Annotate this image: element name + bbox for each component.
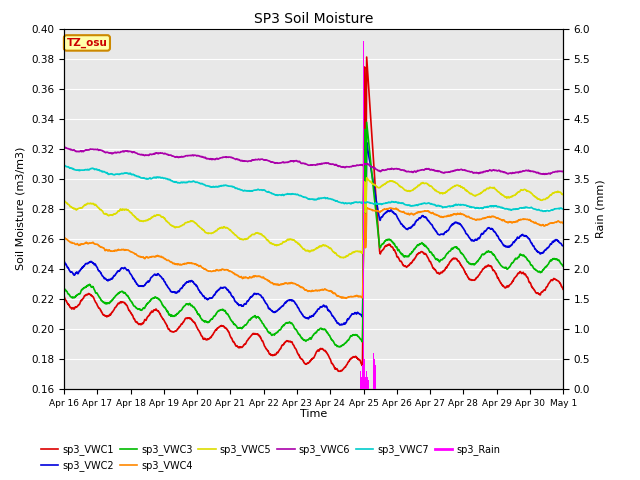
sp3_VWC6: [61, 144, 69, 150]
Y-axis label: Soil Moisture (m3/m3): Soil Moisture (m3/m3): [15, 147, 26, 271]
sp3_VWC4: [559, 220, 567, 226]
sp3_VWC4: [60, 234, 68, 240]
sp3_VWC3: [60, 285, 68, 291]
sp3_VWC7: [540, 208, 547, 214]
sp3_VWC1: [363, 54, 371, 60]
sp3_VWC7: [328, 196, 335, 202]
sp3_VWC2: [60, 259, 68, 264]
sp3_VWC5: [60, 198, 68, 204]
Line: sp3_VWC6: sp3_VWC6: [64, 147, 563, 174]
sp3_VWC4: [459, 211, 467, 217]
Line: sp3_VWC7: sp3_VWC7: [64, 165, 563, 211]
sp3_VWC3: [529, 264, 537, 270]
sp3_VWC3: [199, 318, 207, 324]
Text: TZ_osu: TZ_osu: [67, 38, 108, 48]
sp3_VWC4: [199, 265, 207, 271]
sp3_VWC6: [559, 168, 567, 174]
sp3_VWC6: [200, 155, 207, 160]
sp3_VWC5: [459, 185, 467, 191]
sp3_VWC6: [328, 161, 335, 167]
sp3_VWC3: [516, 253, 524, 259]
Bar: [360, 371, 361, 389]
sp3_VWC6: [339, 164, 346, 170]
sp3_VWC7: [559, 206, 567, 212]
sp3_VWC1: [328, 360, 335, 366]
Bar: [363, 41, 364, 389]
sp3_VWC4: [516, 217, 524, 223]
sp3_VWC6: [515, 169, 523, 175]
Bar: [364, 359, 365, 389]
sp3_VWC5: [363, 175, 371, 180]
sp3_VWC1: [60, 294, 68, 300]
sp3_VWC3: [328, 336, 335, 342]
X-axis label: Time: Time: [300, 409, 327, 419]
sp3_VWC5: [339, 254, 346, 260]
sp3_VWC2: [529, 243, 537, 249]
sp3_VWC6: [529, 168, 537, 174]
sp3_VWC5: [516, 189, 524, 195]
sp3_VWC7: [515, 205, 523, 211]
sp3_VWC2: [339, 322, 346, 327]
Bar: [368, 380, 369, 389]
sp3_VWC1: [199, 336, 207, 342]
Bar: [365, 377, 366, 389]
sp3_VWC2: [363, 140, 371, 145]
sp3_VWC7: [339, 200, 346, 205]
sp3_VWC4: [342, 296, 350, 301]
sp3_VWC4: [328, 288, 335, 294]
Line: sp3_VWC1: sp3_VWC1: [64, 57, 563, 372]
sp3_VWC2: [559, 243, 567, 249]
sp3_VWC5: [199, 227, 207, 233]
sp3_VWC3: [459, 252, 467, 257]
sp3_VWC7: [529, 206, 537, 212]
Bar: [364, 371, 365, 389]
sp3_VWC6: [458, 167, 466, 173]
Line: sp3_VWC4: sp3_VWC4: [64, 208, 563, 299]
Legend: sp3_VWC1, sp3_VWC2, sp3_VWC3, sp3_VWC4, sp3_VWC5, sp3_VWC6, sp3_VWC7, sp3_Rain: sp3_VWC1, sp3_VWC2, sp3_VWC3, sp3_VWC4, …: [37, 441, 504, 475]
sp3_VWC4: [339, 295, 346, 300]
sp3_VWC2: [199, 293, 207, 299]
sp3_VWC1: [459, 264, 467, 270]
sp3_VWC5: [340, 255, 348, 261]
sp3_VWC3: [363, 120, 371, 125]
sp3_VWC2: [337, 322, 344, 328]
sp3_VWC4: [529, 219, 537, 225]
sp3_VWC5: [328, 246, 335, 252]
sp3_VWC7: [60, 162, 68, 168]
Line: sp3_VWC3: sp3_VWC3: [64, 122, 563, 347]
sp3_VWC2: [516, 234, 524, 240]
sp3_VWC7: [199, 181, 207, 187]
sp3_VWC5: [529, 193, 537, 199]
sp3_VWC5: [559, 192, 567, 197]
Line: sp3_VWC2: sp3_VWC2: [64, 143, 563, 325]
sp3_VWC6: [60, 145, 68, 151]
sp3_VWC3: [559, 264, 567, 269]
sp3_VWC3: [336, 344, 344, 350]
Bar: [367, 377, 368, 389]
Title: SP3 Soil Moisture: SP3 Soil Moisture: [254, 12, 373, 26]
sp3_VWC1: [516, 270, 524, 276]
Line: sp3_VWC5: sp3_VWC5: [64, 178, 563, 258]
sp3_VWC2: [459, 225, 467, 230]
sp3_VWC1: [336, 369, 344, 374]
sp3_VWC1: [559, 287, 567, 292]
sp3_VWC1: [339, 367, 346, 372]
sp3_VWC4: [363, 205, 371, 211]
sp3_VWC3: [339, 342, 346, 348]
Y-axis label: Rain (mm): Rain (mm): [596, 180, 606, 238]
Bar: [373, 353, 374, 389]
Bar: [362, 365, 363, 389]
sp3_VWC7: [458, 202, 466, 208]
Bar: [375, 365, 376, 389]
sp3_VWC1: [529, 286, 537, 291]
sp3_VWC6: [541, 171, 548, 177]
sp3_VWC2: [328, 312, 335, 317]
Bar: [366, 380, 367, 389]
